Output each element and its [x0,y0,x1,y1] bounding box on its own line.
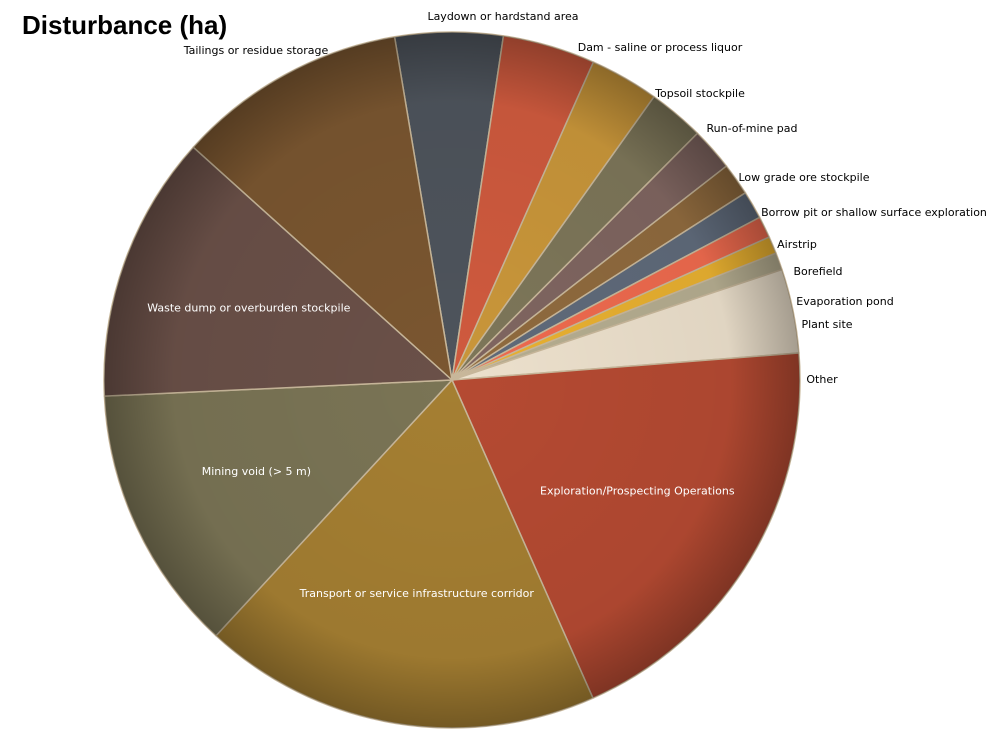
slice-label-exploration-prospecting-operations: Exploration/Prospecting Operations [540,485,735,498]
slice-label-other: Other [806,373,838,386]
slice-label-borrow-pit-or-shallow-surface-exploration: Borrow pit or shallow surface exploratio… [761,206,987,219]
slice-label-plant-site: Plant site [801,318,852,331]
slice-label-dam-saline-or-process-liquor: Dam - saline or process liquor [578,41,743,54]
slice-label-evaporation-pond: Evaporation pond [796,295,893,308]
slice-label-airstrip: Airstrip [777,238,817,251]
slice-label-transport-or-service-infrastructure-corridor: Transport or service infrastructure corr… [299,587,535,600]
slice-label-topsoil-stockpile: Topsoil stockpile [654,87,745,100]
slice-label-laydown-or-hardstand-area: Laydown or hardstand area [427,10,578,23]
slice-label-tailings-or-residue-storage: Tailings or residue storage [183,44,329,57]
slice-label-run-of-mine-pad: Run-of-mine pad [707,122,798,135]
slice-label-borefield: Borefield [793,265,842,278]
slice-label-waste-dump-or-overburden-stockpile: Waste dump or overburden stockpile [147,301,350,314]
slice-label-mining-void-5-m: Mining void (> 5 m) [202,465,311,478]
slice-label-low-grade-ore-stockpile: Low grade ore stockpile [739,171,870,184]
